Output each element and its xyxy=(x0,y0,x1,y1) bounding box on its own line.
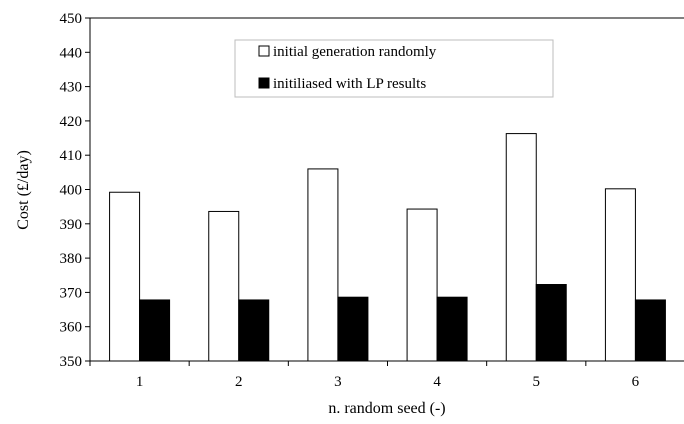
x-tick-label: 4 xyxy=(433,374,441,390)
bar-lp-initialised xyxy=(337,296,369,362)
y-tick-label: 360 xyxy=(60,320,83,336)
legend-label-initial-random: initial generation randomly xyxy=(273,44,437,60)
bar-lp-initialised xyxy=(238,299,270,362)
bar-initial-random xyxy=(505,133,537,362)
bar-initial-random xyxy=(406,208,438,362)
bar-initial-random xyxy=(604,188,636,362)
bar-initial-random xyxy=(109,191,141,362)
x-tick-label: 1 xyxy=(136,374,144,390)
x-tick-label: 2 xyxy=(235,374,243,390)
y-tick-label: 400 xyxy=(60,183,83,199)
bar-lp-initialised xyxy=(436,296,468,362)
y-tick-label: 410 xyxy=(60,148,83,164)
legend-swatch-initial-random xyxy=(258,45,270,57)
bar-initial-random xyxy=(307,168,339,362)
y-axis-title: Cost (£/day) xyxy=(15,150,32,230)
legend: initial generation randomly initiliased … xyxy=(234,39,554,98)
legend-label-lp-initialised: initiliased with LP results xyxy=(273,76,426,92)
bars-group xyxy=(109,133,666,362)
y-tick-label: 390 xyxy=(60,217,83,233)
bar-initial-random xyxy=(208,210,240,362)
y-tick-label: 430 xyxy=(60,80,83,96)
x-axis-title: n. random seed (-) xyxy=(328,400,445,417)
y-tick-label: 380 xyxy=(60,251,83,267)
legend-swatch-lp-initialised xyxy=(258,77,270,89)
y-tick-label: 370 xyxy=(60,285,83,301)
y-tick-label: 440 xyxy=(60,45,83,61)
bar-lp-initialised xyxy=(139,299,171,362)
legend-box xyxy=(234,39,554,98)
y-tick-label: 420 xyxy=(60,114,83,130)
bar-lp-initialised xyxy=(535,284,567,362)
x-axis: 1 2 3 4 5 6 xyxy=(89,361,640,390)
bar-lp-initialised xyxy=(634,299,666,362)
x-tick-label: 6 xyxy=(632,374,640,390)
y-tick-label: 450 xyxy=(60,11,83,27)
x-tick-label: 5 xyxy=(533,374,541,390)
x-tick-label: 3 xyxy=(334,374,342,390)
y-axis: 350 360 370 380 390 400 410 420 430 440 450 xyxy=(60,11,90,370)
y-tick-label: 350 xyxy=(60,354,83,370)
